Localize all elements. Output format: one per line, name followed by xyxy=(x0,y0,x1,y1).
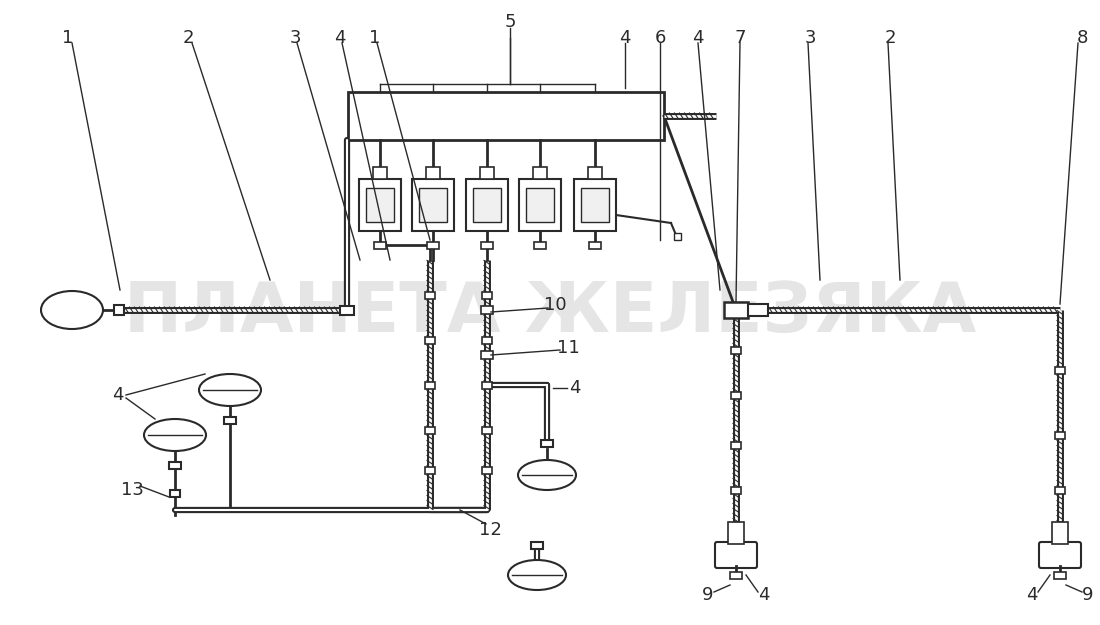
Bar xyxy=(169,461,182,469)
Bar xyxy=(534,241,546,249)
Bar xyxy=(425,426,435,434)
Bar xyxy=(482,426,492,434)
Bar xyxy=(730,571,743,579)
Text: ПЛАНЕТА ЖЕЛЕЗЯКА: ПЛАНЕТА ЖЕЛЕЗЯКА xyxy=(124,279,976,346)
Ellipse shape xyxy=(144,419,206,451)
Text: 8: 8 xyxy=(1076,29,1088,47)
Bar xyxy=(1055,486,1065,494)
Bar xyxy=(373,167,387,179)
Text: 4: 4 xyxy=(570,379,581,397)
Bar xyxy=(374,241,386,249)
Text: 13: 13 xyxy=(121,481,143,499)
Text: 2: 2 xyxy=(884,29,895,47)
Text: 3: 3 xyxy=(804,29,816,47)
Ellipse shape xyxy=(518,460,576,490)
Bar xyxy=(481,306,493,314)
Bar xyxy=(114,305,124,315)
Bar xyxy=(531,541,543,549)
Text: 5: 5 xyxy=(504,13,516,31)
Bar xyxy=(519,179,561,231)
Bar xyxy=(732,486,741,494)
Text: 7: 7 xyxy=(735,29,746,47)
Bar xyxy=(425,381,435,389)
Bar xyxy=(1054,571,1066,579)
Text: 2: 2 xyxy=(183,29,194,47)
Bar xyxy=(359,179,402,231)
Text: 6: 6 xyxy=(654,29,666,47)
Bar xyxy=(526,188,554,222)
Bar xyxy=(425,466,435,474)
Bar xyxy=(588,167,602,179)
Ellipse shape xyxy=(41,291,103,329)
Bar xyxy=(480,167,494,179)
Text: 9: 9 xyxy=(1082,586,1093,604)
Text: 9: 9 xyxy=(702,586,714,604)
Bar xyxy=(425,336,435,344)
Bar xyxy=(534,167,547,179)
FancyBboxPatch shape xyxy=(715,542,757,568)
Bar xyxy=(724,302,748,318)
Text: 1: 1 xyxy=(63,29,74,47)
Bar xyxy=(574,179,616,231)
Ellipse shape xyxy=(508,560,566,590)
Text: 11: 11 xyxy=(557,339,580,357)
Text: 4: 4 xyxy=(758,586,770,604)
Text: 4: 4 xyxy=(1026,586,1037,604)
Bar xyxy=(473,188,500,222)
Bar xyxy=(732,441,741,449)
Text: 12: 12 xyxy=(478,521,502,539)
Bar xyxy=(482,291,492,299)
Text: 10: 10 xyxy=(543,296,566,314)
Bar xyxy=(466,179,508,231)
Text: 1: 1 xyxy=(370,29,381,47)
Bar xyxy=(674,233,681,240)
Bar xyxy=(340,306,354,314)
Bar xyxy=(348,92,664,140)
Bar xyxy=(728,522,744,544)
Text: 4: 4 xyxy=(619,29,630,47)
Bar xyxy=(1052,522,1068,544)
Text: 4: 4 xyxy=(112,386,123,404)
FancyBboxPatch shape xyxy=(1040,542,1081,568)
Bar xyxy=(748,304,768,316)
Text: 4: 4 xyxy=(692,29,704,47)
Bar xyxy=(366,188,394,222)
Bar xyxy=(426,167,440,179)
Bar xyxy=(732,391,741,399)
Bar xyxy=(482,466,492,474)
Bar xyxy=(482,336,492,344)
Bar xyxy=(482,381,492,389)
Bar xyxy=(581,188,609,222)
Bar xyxy=(541,439,553,446)
Bar xyxy=(481,351,493,359)
Bar xyxy=(419,188,447,222)
Ellipse shape xyxy=(199,374,261,406)
Bar xyxy=(224,416,236,424)
Bar xyxy=(412,179,454,231)
Bar xyxy=(588,241,601,249)
Bar xyxy=(170,489,180,496)
Bar xyxy=(732,346,741,354)
Bar xyxy=(425,291,435,299)
Bar xyxy=(1055,366,1065,374)
Text: 4: 4 xyxy=(334,29,345,47)
Text: 3: 3 xyxy=(289,29,300,47)
Bar xyxy=(1055,431,1065,439)
Bar xyxy=(481,241,493,249)
Bar xyxy=(427,241,439,249)
